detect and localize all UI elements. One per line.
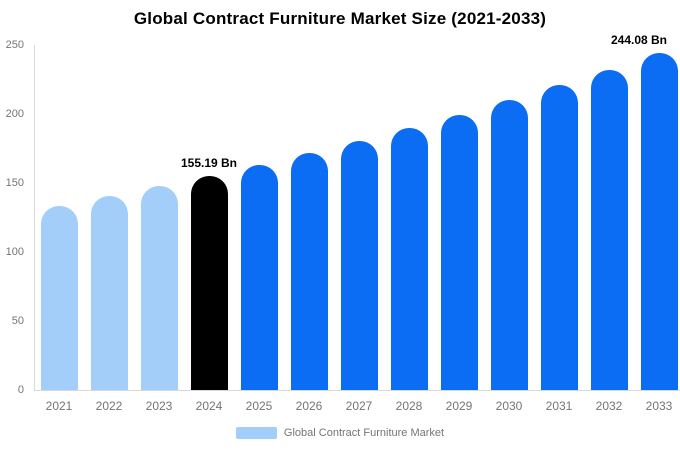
x-tick-2026: 2026 — [295, 399, 323, 413]
legend-item-global-contract-furniture-market[interactable]: Global Contract Furniture Market — [235, 426, 445, 440]
x-tick-2029: 2029 — [445, 399, 473, 413]
y-tick-50: 50 — [11, 315, 24, 327]
bar-2026[interactable] — [290, 153, 328, 390]
x-tick-2028: 2028 — [395, 399, 423, 413]
bar-2029[interactable] — [440, 114, 478, 390]
bar-2030[interactable] — [490, 100, 528, 390]
x-tick-2025: 2025 — [245, 399, 273, 413]
bar-2022[interactable] — [90, 196, 128, 390]
legend: Global Contract Furniture Market — [0, 426, 680, 440]
x-tick-2023: 2023 — [145, 399, 173, 413]
bar-2032[interactable] — [590, 69, 628, 390]
chart-title: Global Contract Furniture Market Size (2… — [133, 9, 547, 28]
bar-2033[interactable] — [640, 53, 678, 390]
bar-2028[interactable] — [390, 128, 428, 390]
x-tick-2030: 2030 — [495, 399, 523, 413]
x-tick-2032: 2032 — [595, 399, 623, 413]
y-tick-200: 200 — [5, 108, 24, 120]
y-tick-0: 0 — [17, 384, 24, 396]
y-tick-250: 250 — [5, 39, 24, 51]
y-axis-line — [34, 45, 35, 391]
value-label-2033: 244.08 Bn — [610, 33, 668, 48]
legend-label: Global Contract Furniture Market — [283, 427, 445, 439]
x-tick-2031: 2031 — [545, 399, 573, 413]
bar-2027[interactable] — [340, 140, 378, 390]
y-tick-100: 100 — [5, 246, 24, 258]
value-label-2024: 155.19 Bn — [180, 155, 238, 170]
legend-swatch — [235, 427, 277, 439]
x-tick-2024: 2024 — [195, 399, 223, 413]
x-tick-2033: 2033 — [645, 399, 673, 413]
bar-2031[interactable] — [540, 85, 578, 390]
x-tick-2021: 2021 — [45, 399, 73, 413]
x-axis-line — [34, 390, 680, 391]
y-tick-150: 150 — [5, 177, 24, 189]
x-tick-2022: 2022 — [95, 399, 123, 413]
x-tick-2027: 2027 — [345, 399, 373, 413]
bar-2024[interactable] — [190, 175, 228, 390]
bar-2025[interactable] — [240, 164, 278, 390]
bar-2021[interactable] — [40, 205, 78, 390]
bar-2023[interactable] — [140, 186, 178, 390]
